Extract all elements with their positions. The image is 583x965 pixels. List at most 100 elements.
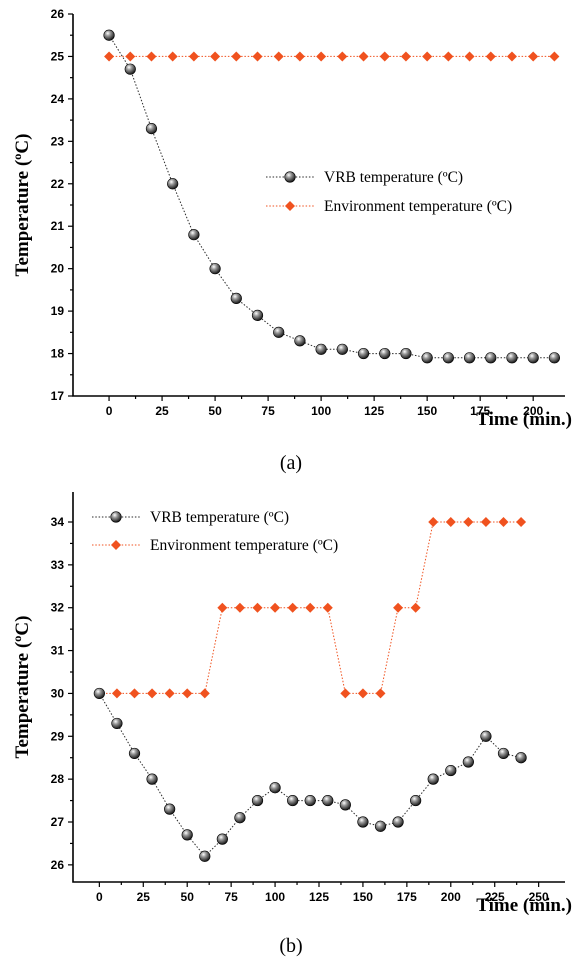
vrb-point — [216, 833, 228, 845]
y-tick-label: 23 — [51, 134, 65, 148]
y-tick-label: 17 — [51, 389, 65, 403]
environment-point — [549, 51, 560, 62]
x-axis-title: Time (min.) — [476, 895, 572, 916]
x-tick-label: 75 — [261, 404, 275, 418]
x-axis-title: Time (min.) — [476, 409, 572, 430]
y-tick-label: 19 — [51, 304, 65, 318]
legend-marker-environment — [111, 540, 121, 550]
chart-panel-a: 0 25 50 75 100 125 150 175 200 17 18 19 20 21 22 23 24 25… — [0, 0, 583, 482]
environment-point — [463, 517, 474, 527]
environment-point — [199, 688, 210, 699]
environment-point — [111, 688, 122, 699]
y-tick-label: 21 — [51, 219, 65, 233]
x-tick-label: 250 — [529, 890, 549, 904]
vrb-point — [515, 752, 527, 764]
environment-point — [400, 51, 411, 62]
y-tick-label: 18 — [51, 347, 65, 361]
panel-caption: (a) — [280, 452, 302, 474]
vrb-point — [269, 782, 281, 794]
vrb-point — [181, 829, 193, 841]
x-tick-label: 50 — [208, 404, 222, 418]
environment-point — [464, 51, 475, 62]
environment-point — [217, 602, 228, 613]
legend-label: VRB temperature (ºC) — [150, 509, 289, 526]
vrb-point — [379, 347, 391, 360]
environment-point — [316, 51, 327, 62]
vrb-point — [445, 764, 457, 777]
vrb-point — [111, 717, 123, 730]
vrb-point — [128, 747, 141, 760]
chart-panel-b: 0 25 50 75 100 125 150 175 200 225 250 26 27 28 29 30 31… — [0, 482, 583, 965]
vrb-point — [287, 794, 299, 807]
vrb-point — [485, 352, 497, 364]
environment-point — [340, 688, 351, 699]
y-axis-title: Temperature (ºC) — [12, 616, 33, 759]
x-tick-label: 50 — [181, 890, 195, 904]
vrb-point — [421, 352, 433, 364]
y-tick-label: 31 — [51, 644, 65, 658]
y-axis-title: Temperature (ºC) — [12, 134, 33, 277]
vrb-point — [230, 292, 242, 304]
x-tick-label: 175 — [470, 404, 490, 418]
environment-point — [252, 602, 263, 613]
vrb-point — [392, 816, 404, 828]
environment-point — [393, 602, 404, 613]
environment-point — [125, 51, 136, 62]
vrb-point — [124, 63, 136, 75]
x-tick-label: 25 — [137, 890, 151, 904]
x-tick-label: 0 — [96, 890, 103, 904]
vrb-point — [93, 687, 105, 700]
vrb-point — [548, 352, 560, 364]
environment-point — [375, 688, 386, 699]
y-tick-label: 33 — [51, 558, 65, 572]
y-tick-label: 32 — [51, 601, 65, 615]
x-tick-label: 200 — [441, 890, 461, 904]
chart-a-svg: 0 25 50 75 100 125 150 175 200 17 18 19 20 21 22 23 24 25… — [12, 7, 572, 474]
vrb-point — [462, 756, 474, 768]
x-tick-label: 75 — [224, 890, 238, 904]
legend-marker-vrb — [284, 171, 296, 183]
y-tick-label: 26 — [51, 7, 65, 21]
environment-point — [379, 51, 390, 62]
vrb-point — [339, 799, 351, 811]
y-tick-label: 25 — [51, 49, 65, 63]
environment-point — [485, 51, 496, 62]
vrb-point — [357, 816, 369, 828]
environment-point — [528, 51, 539, 62]
x-tick-label: 150 — [417, 404, 437, 418]
legend-marker-vrb — [110, 511, 122, 523]
environment-point — [231, 51, 242, 62]
environment-point — [273, 51, 284, 62]
vrb-point — [410, 794, 422, 807]
vrb-point — [304, 794, 316, 807]
vrb-point — [209, 263, 221, 275]
environment-point — [410, 602, 421, 613]
legend-label: VRB temperature (ºC) — [324, 169, 463, 186]
environment-point — [252, 51, 263, 62]
vrb-point — [164, 803, 176, 815]
vrb-point — [234, 812, 246, 824]
vrb-point — [336, 343, 348, 355]
environment-point — [188, 51, 199, 62]
environment-point — [287, 602, 298, 613]
vrb-point — [103, 29, 115, 41]
vrb-point — [497, 747, 510, 760]
x-tick-label: 125 — [309, 890, 329, 904]
environment-point — [428, 517, 439, 527]
x-tick-label: 150 — [353, 890, 373, 904]
vrb-point — [442, 352, 454, 364]
legend-marker-environment — [285, 201, 295, 211]
series-line-vrb — [108, 34, 555, 359]
environment-point — [443, 51, 454, 62]
vrb-point — [294, 335, 306, 347]
environment-point — [182, 688, 193, 699]
environment-point — [167, 51, 178, 62]
vrb-point — [322, 794, 334, 807]
environment-point — [164, 688, 175, 699]
environment-point — [498, 517, 509, 527]
environment-point — [146, 51, 157, 62]
environment-point — [337, 51, 348, 62]
x-tick-label: 200 — [523, 404, 543, 418]
vrb-point — [146, 773, 158, 785]
y-tick-label: 22 — [51, 177, 65, 191]
